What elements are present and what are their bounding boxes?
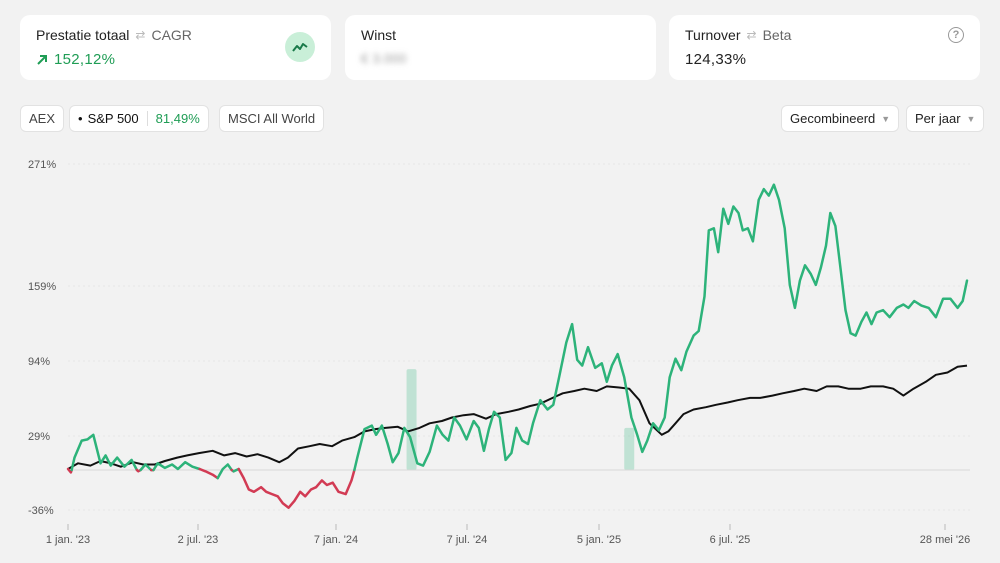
swap-icon[interactable]: ⇄ [135, 28, 146, 42]
turnover-value-row: 124,33% [685, 51, 964, 68]
benchmark-label-aex: AEX [29, 111, 56, 126]
trend-chart-icon[interactable] [285, 32, 315, 62]
x-tick-label: 1 jan. '23 [46, 534, 90, 546]
x-tick-label: 28 mei '26 [920, 534, 970, 546]
series-line-portfolio-positive [139, 463, 153, 472]
performance-label: Prestatie totaal [36, 27, 130, 43]
performance-value: 152,12% [54, 51, 116, 68]
series-line-portfolio-positive [152, 460, 201, 472]
period-dropdown-value: Per jaar [915, 111, 961, 126]
chevron-down-icon: ▼ [881, 113, 891, 124]
series-line-portfolio-positive [353, 183, 969, 472]
x-tick-label: 6 jul. '25 [710, 534, 751, 546]
benchmark-chip-aex[interactable]: AEX [20, 105, 65, 132]
series-line-portfolio-positive [216, 463, 233, 480]
profit-label: Winst [361, 27, 396, 43]
y-tick-label: -36% [28, 505, 54, 517]
chevron-down-icon: ▼ [966, 113, 976, 124]
chart-grid [68, 163, 970, 511]
x-tick-label: 5 jan. '25 [577, 534, 621, 546]
turnover-card-title: Turnover ⇄ Beta [685, 27, 964, 43]
performance-card-title: Prestatie totaal ⇄ CAGR [36, 27, 315, 43]
benchmark-label-msci: MSCI All World [228, 111, 316, 126]
series-line-portfolio-positive [70, 433, 139, 472]
series-line-portfolio-negative [198, 467, 219, 480]
period-dropdown[interactable]: Per jaar ▼ [906, 105, 985, 132]
y-tick-label: 159% [28, 281, 56, 293]
turnover-label: Turnover [685, 27, 741, 43]
highlight-bar [624, 427, 635, 470]
benchmark-label-sp500: S&P 500 [87, 111, 139, 126]
benchmark-value-sp500: 81,49% [155, 111, 200, 126]
mode-dropdown-value: Gecombineerd [790, 111, 876, 126]
y-tick-label: 29% [28, 431, 50, 443]
x-tick-label: 2 jul. '23 [178, 534, 219, 546]
highlight-bar [406, 369, 417, 470]
performance-card[interactable]: Prestatie totaal ⇄ CAGR 152,12% [20, 15, 331, 80]
turnover-value: 124,33% [685, 51, 747, 68]
performance-chart[interactable]: 271% 159% 94% 29% -36% 1 jan. '23 2 jul. '23 7… [0, 150, 1000, 550]
swap-icon[interactable]: ⇄ [746, 28, 757, 42]
chip-divider [146, 111, 148, 126]
series-line-portfolio-negative [237, 467, 356, 509]
performance-value-row: 152,12% [36, 51, 315, 68]
chart-series [66, 183, 969, 509]
turnover-card[interactable]: Turnover ⇄ Beta 124,33% ? [669, 15, 980, 80]
selected-dot-icon: • [78, 111, 83, 126]
series-line-sp500 [67, 364, 968, 470]
highlight-bars [406, 369, 635, 470]
profit-value-hidden: € 3.000 [361, 51, 407, 66]
arrow-up-right-icon [37, 54, 47, 65]
y-tick-label: 271% [28, 159, 56, 171]
beta-label[interactable]: Beta [762, 27, 792, 43]
benchmark-chip-sp500[interactable]: • S&P 500 81,49% [69, 105, 209, 132]
profit-card[interactable]: Winst € 3.000 [345, 15, 656, 80]
x-axis: 1 jan. '23 2 jul. '23 7 jan. '24 7 jul. '24… [46, 524, 970, 546]
benchmark-chip-msci[interactable]: MSCI All World [219, 105, 325, 132]
profit-card-title: Winst [361, 27, 640, 43]
help-icon[interactable]: ? [948, 27, 964, 43]
y-tick-label: 94% [28, 356, 50, 368]
mode-dropdown[interactable]: Gecombineerd ▼ [781, 105, 900, 132]
profit-value-row: € 3.000 [361, 51, 640, 66]
x-tick-label: 7 jan. '24 [314, 534, 358, 546]
x-tick-label: 7 jul. '24 [447, 534, 488, 546]
cagr-label[interactable]: CAGR [151, 27, 192, 43]
y-axis-labels: 271% 159% 94% 29% -36% [28, 159, 56, 517]
